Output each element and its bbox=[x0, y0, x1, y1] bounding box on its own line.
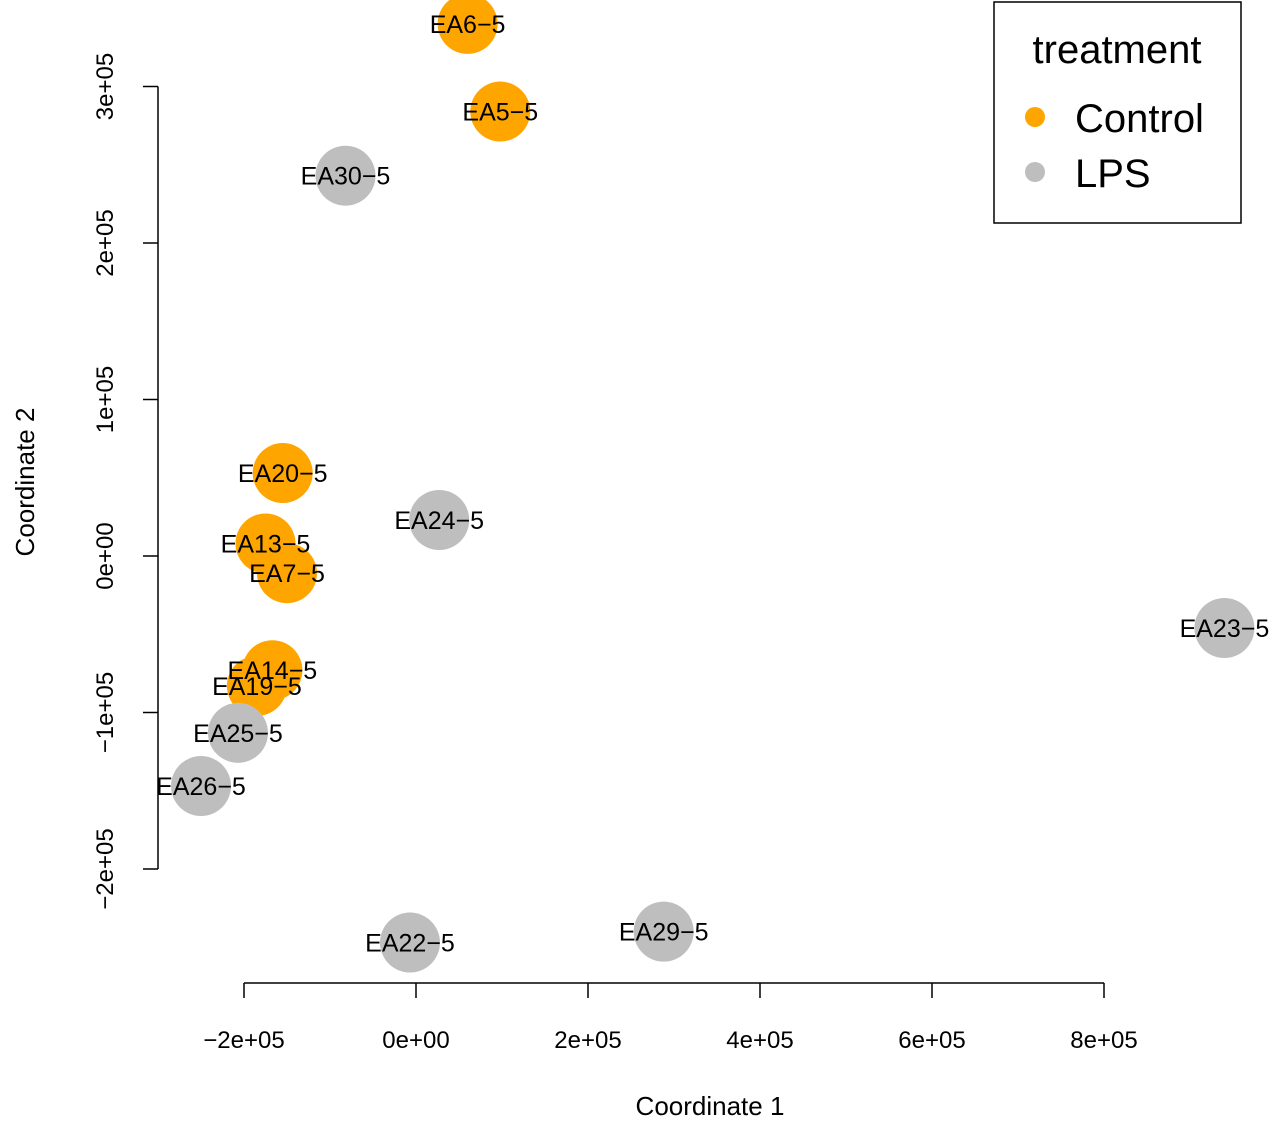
data-point-label: EA24−5 bbox=[394, 507, 484, 535]
legend-marker-lps bbox=[1025, 162, 1045, 182]
legend-label-lps: LPS bbox=[1075, 152, 1151, 196]
data-point bbox=[437, 0, 498, 54]
x-axis: −2e+05 0e+00 2e+05 4e+05 6e+05 8e+05 bbox=[203, 982, 1138, 1054]
y-tick-label: −2e+05 bbox=[92, 828, 119, 909]
points-layer bbox=[171, 0, 1255, 973]
data-point bbox=[171, 756, 231, 817]
data-point-label: EA25−5 bbox=[193, 720, 283, 748]
x-axis-label: Coordinate 1 bbox=[636, 1091, 785, 1121]
data-point-label: EA26−5 bbox=[156, 773, 246, 801]
y-tick-label: 3e+05 bbox=[92, 53, 119, 120]
data-point bbox=[207, 702, 268, 763]
data-point bbox=[633, 901, 694, 962]
data-point-label: EA19−5 bbox=[212, 673, 302, 701]
data-point-label: EA7−5 bbox=[249, 560, 325, 588]
x-tick-label: −2e+05 bbox=[203, 1027, 284, 1054]
data-point bbox=[252, 443, 313, 504]
data-point bbox=[1194, 597, 1255, 658]
data-point-label: EA13−5 bbox=[221, 530, 311, 558]
legend: treatment Control LPS bbox=[993, 1, 1242, 224]
data-point bbox=[409, 490, 470, 551]
data-point-label: EA5−5 bbox=[462, 99, 538, 127]
data-point-label: EA20−5 bbox=[238, 460, 328, 488]
y-tick-label: 2e+05 bbox=[92, 209, 119, 276]
data-point bbox=[257, 543, 317, 604]
x-tick-label: 8e+05 bbox=[1070, 1027, 1137, 1054]
data-point bbox=[470, 81, 531, 142]
data-point-label: EA14−5 bbox=[228, 657, 318, 685]
x-tick-label: 0e+00 bbox=[382, 1027, 449, 1054]
data-point bbox=[379, 912, 440, 973]
y-tick-label: 1e+05 bbox=[92, 366, 119, 433]
x-tick-label: 6e+05 bbox=[898, 1027, 965, 1054]
data-point-label: EA29−5 bbox=[619, 919, 709, 947]
y-axis: −2e+05 −1e+05 0e+00 1e+05 2e+05 3e+05 bbox=[92, 53, 159, 910]
data-point bbox=[226, 655, 287, 716]
data-point bbox=[315, 145, 376, 206]
x-tick-label: 2e+05 bbox=[554, 1027, 621, 1054]
legend-title: treatment bbox=[1033, 28, 1202, 72]
y-axis-label: Coordinate 2 bbox=[10, 408, 40, 557]
data-point-label: EA23−5 bbox=[1180, 615, 1270, 643]
data-point-label: EA6−5 bbox=[430, 11, 506, 39]
data-point-label: EA30−5 bbox=[301, 163, 391, 191]
data-point-label: EA22−5 bbox=[365, 930, 455, 958]
legend-label-control: Control bbox=[1075, 97, 1204, 141]
x-tick-label: 4e+05 bbox=[726, 1027, 793, 1054]
legend-marker-control bbox=[1025, 107, 1045, 127]
y-tick-label: −1e+05 bbox=[92, 672, 119, 753]
y-tick-label: 0e+00 bbox=[92, 522, 119, 589]
